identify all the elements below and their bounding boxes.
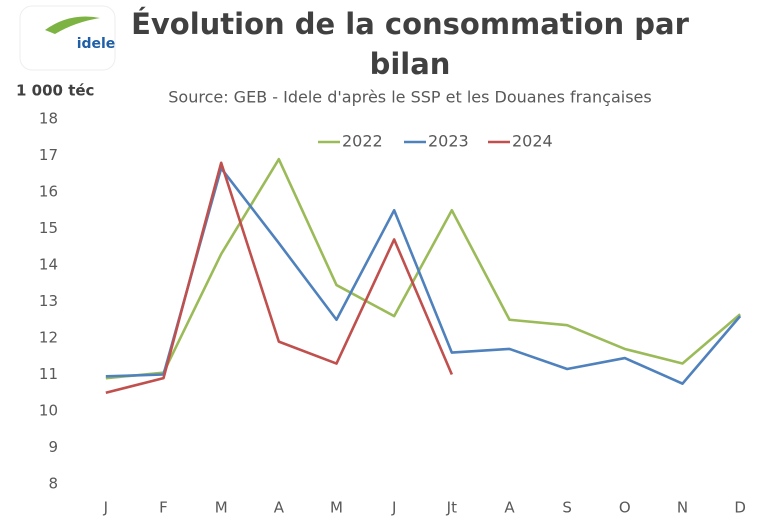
- chart-subtitle: Source: GEB - Idele d'après le SSP et le…: [168, 88, 651, 107]
- x-tick-label: Jt: [446, 499, 457, 517]
- x-tick-label: D: [734, 499, 746, 517]
- legend-label: 2023: [428, 132, 469, 151]
- y-axis-unit: 1 000 téc: [16, 82, 94, 100]
- logo-text: idele: [77, 36, 116, 52]
- logo-swoosh: [45, 16, 100, 34]
- y-tick-label: 10: [39, 402, 58, 420]
- y-tick-label: 17: [39, 146, 58, 164]
- y-tick-label: 13: [39, 292, 58, 310]
- logo-frame: [19, 5, 116, 71]
- chart-title: Évolution de la consommation par bilan: [131, 7, 689, 81]
- x-tick-label: S: [562, 499, 572, 517]
- x-tick-label: N: [677, 499, 688, 517]
- x-tick-label: A: [274, 499, 285, 517]
- y-tick-label: 14: [39, 256, 58, 274]
- x-tick-label: M: [215, 499, 228, 517]
- x-tick-label: J: [103, 499, 108, 517]
- y-tick-label: 15: [39, 219, 58, 237]
- x-tick-label: A: [504, 499, 515, 517]
- y-tick-label: 9: [48, 438, 58, 456]
- line-series: [105, 157, 742, 380]
- x-tick-label: J: [391, 499, 396, 517]
- x-tick-label: M: [330, 499, 343, 517]
- y-tick-label: 12: [39, 329, 58, 347]
- legend-label: 2022: [342, 132, 383, 151]
- x-tick-label: F: [159, 499, 168, 517]
- y-tick-label: 18: [39, 110, 58, 128]
- y-tick-label: 8: [48, 475, 58, 493]
- line-series: [105, 161, 454, 395]
- y-tick-label: 11: [39, 365, 58, 383]
- y-tick-label: 16: [39, 183, 58, 201]
- x-tick-label: O: [619, 499, 631, 517]
- legend-label: 2024: [512, 132, 553, 151]
- logo: idele: [19, 5, 116, 71]
